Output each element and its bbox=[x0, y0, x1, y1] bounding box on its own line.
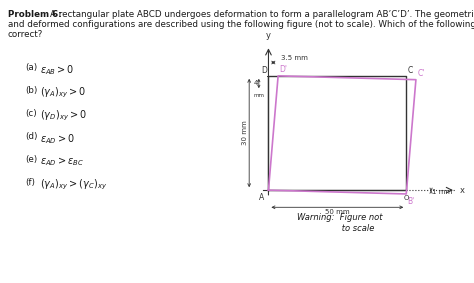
Text: $\varepsilon_{AB} > 0$: $\varepsilon_{AB} > 0$ bbox=[40, 63, 74, 77]
Text: (b): (b) bbox=[25, 86, 37, 95]
Text: C: C bbox=[408, 66, 413, 75]
Text: $(\gamma_A)_{xy} > 0$: $(\gamma_A)_{xy} > 0$ bbox=[40, 86, 86, 100]
Text: B': B' bbox=[407, 197, 414, 206]
Text: A rectangular plate ABCD undergoes deformation to form a parallelogram AB’C’D’. : A rectangular plate ABCD undergoes defor… bbox=[50, 10, 474, 19]
Text: mm: mm bbox=[253, 93, 264, 98]
Text: 1 mm: 1 mm bbox=[432, 189, 453, 195]
Text: O: O bbox=[403, 195, 409, 201]
Text: 3.5 mm: 3.5 mm bbox=[281, 55, 308, 61]
Text: $\varepsilon_{AD} > \varepsilon_{BC}$: $\varepsilon_{AD} > \varepsilon_{BC}$ bbox=[40, 155, 84, 168]
Text: A: A bbox=[259, 193, 264, 202]
Text: $(\gamma_A)_{xy} > (\gamma_C)_{xy}$: $(\gamma_A)_{xy} > (\gamma_C)_{xy}$ bbox=[40, 178, 108, 192]
Text: D: D bbox=[261, 66, 267, 75]
Text: y: y bbox=[266, 31, 271, 40]
Text: (f): (f) bbox=[25, 178, 35, 187]
Text: (c): (c) bbox=[25, 109, 37, 118]
Text: 30 mm: 30 mm bbox=[242, 121, 248, 145]
Text: (d): (d) bbox=[25, 132, 37, 141]
Text: (a): (a) bbox=[25, 63, 37, 72]
Text: $(\gamma_D)_{xy} > 0$: $(\gamma_D)_{xy} > 0$ bbox=[40, 109, 87, 123]
Text: x: x bbox=[460, 186, 465, 195]
Text: C': C' bbox=[417, 69, 425, 78]
Text: and deformed configurations are described using the following figure (not to sca: and deformed configurations are describe… bbox=[8, 20, 474, 29]
Text: correct?: correct? bbox=[8, 30, 44, 39]
Text: Problem 6:: Problem 6: bbox=[8, 10, 62, 19]
Text: $\varepsilon_{AD} > 0$: $\varepsilon_{AD} > 0$ bbox=[40, 132, 75, 146]
Text: (e): (e) bbox=[25, 155, 37, 164]
Text: 50 mm: 50 mm bbox=[325, 209, 350, 215]
Text: 4: 4 bbox=[254, 80, 258, 87]
Text: to scale: to scale bbox=[305, 224, 374, 233]
Text: D': D' bbox=[280, 65, 288, 74]
Text: Warning:  Figure not: Warning: Figure not bbox=[297, 213, 383, 222]
